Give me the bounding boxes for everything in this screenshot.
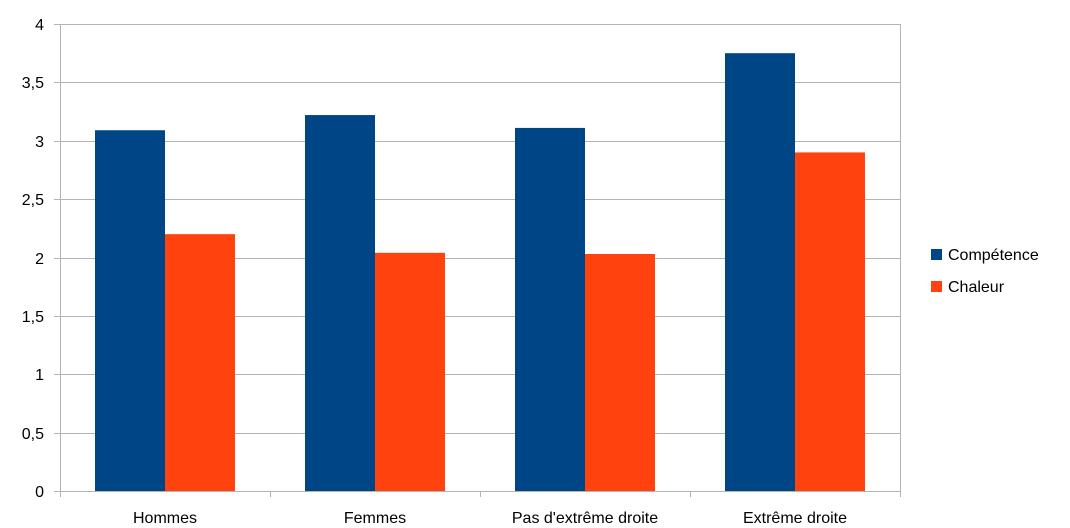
legend-swatch — [931, 249, 942, 260]
bar-competence — [725, 53, 795, 491]
bar-competence — [515, 127, 585, 491]
y-tick-label: 3 — [35, 134, 44, 151]
x-tick-label: Pas d'extrême droite — [512, 510, 658, 527]
y-tick-label: 1 — [35, 367, 44, 384]
bar-chaleur — [165, 234, 235, 491]
y-tick-label: 2 — [35, 251, 44, 268]
bar-chaleur — [375, 252, 445, 491]
bar-chaleur — [795, 152, 865, 492]
bar-competence — [95, 130, 165, 491]
y-tick-label: 3,5 — [22, 75, 44, 92]
x-tick-label: Femmes — [344, 510, 406, 527]
y-axis-tick-labels: 0 0,5 1 1,5 2 2,5 3 3,5 4 — [22, 17, 44, 501]
y-tick-label: 4 — [35, 17, 44, 34]
y-tick-label: 0,5 — [22, 426, 44, 443]
bar-chaleur — [585, 253, 655, 491]
legend: Compétence Chaleur — [931, 247, 1039, 296]
y-tick-label: 0 — [35, 484, 44, 501]
bars — [95, 53, 865, 492]
y-tick-label: 2,5 — [22, 192, 44, 209]
legend-swatch — [931, 281, 942, 292]
legend-label: Compétence — [948, 247, 1039, 264]
x-axis-tick-labels: Hommes Femmes Pas d'extrême droite Extrême … — [133, 510, 847, 527]
x-tick-label: Hommes — [133, 510, 197, 527]
x-tick-label: Extrême droite — [743, 510, 847, 527]
bar-competence — [305, 115, 375, 491]
y-tick-label: 1,5 — [22, 309, 44, 326]
legend-label: Chaleur — [948, 279, 1005, 296]
axes — [54, 24, 901, 497]
